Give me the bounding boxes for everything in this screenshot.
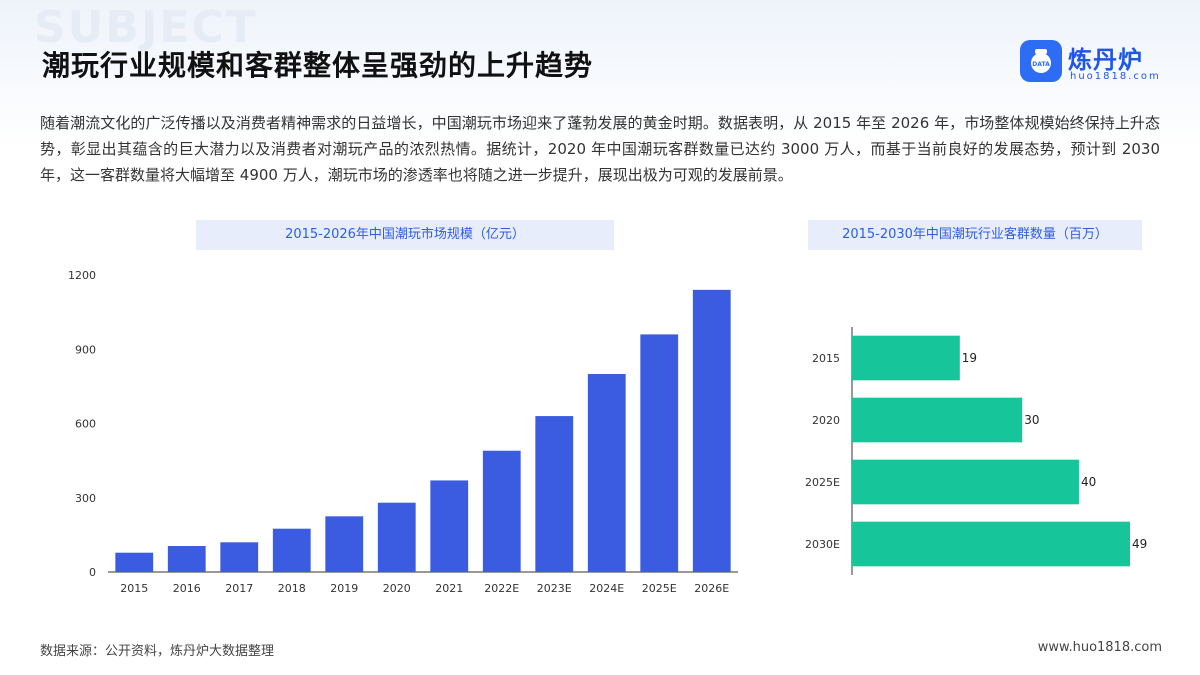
- logo-name: 炼丹炉: [1068, 46, 1143, 74]
- bar-value-label: 40: [1081, 475, 1096, 489]
- logo-badge-text: DATA: [1032, 61, 1050, 68]
- bar-value-label: 49: [1132, 537, 1147, 551]
- y-tick-label: 2020: [812, 414, 840, 427]
- x-tick-label: 2015: [120, 582, 148, 595]
- market-size-bar: [430, 480, 469, 572]
- y-tick-label: 300: [75, 492, 96, 505]
- market-size-bar: [640, 334, 679, 572]
- x-tick-label: 2022E: [484, 582, 519, 595]
- website-link[interactable]: www.huo1818.com: [1037, 640, 1162, 655]
- y-tick-label: 2025E: [805, 476, 840, 489]
- brand-logo[interactable]: DATA 炼丹炉 huo1818.com: [1020, 40, 1170, 86]
- bar-value-label: 30: [1024, 413, 1039, 427]
- customer-count-bar: [852, 397, 1023, 443]
- y-tick-label: 900: [75, 343, 96, 356]
- x-tick-label: 2024E: [589, 582, 624, 595]
- y-tick-label: 0: [89, 566, 96, 579]
- x-tick-label: 2021: [435, 582, 463, 595]
- background-watermark-word: SUBJECT: [34, 2, 258, 53]
- y-tick-label: 2030E: [805, 538, 840, 551]
- market-size-bar: [692, 289, 731, 572]
- x-tick-label: 2026E: [694, 582, 729, 595]
- y-tick-label: 2015: [812, 352, 840, 365]
- market-size-chart-title: 2015-2026年中国潮玩市场规模（亿元）: [196, 220, 614, 250]
- market-size-bar: [482, 450, 521, 572]
- market-size-bar: [167, 546, 206, 572]
- y-tick-label: 1200: [68, 269, 96, 282]
- x-tick-label: 2019: [330, 582, 358, 595]
- customer-count-bar: [852, 335, 960, 381]
- y-tick-label: 600: [75, 418, 96, 431]
- market-size-bar: [535, 416, 574, 572]
- cauldron-icon: DATA: [1020, 40, 1062, 82]
- market-size-bar: [220, 542, 259, 572]
- customer-count-bar-chart: 2015 19 2020 30 2025E 40 2030E 49: [805, 327, 1147, 575]
- x-tick-label: 2016: [173, 582, 201, 595]
- x-tick-label: 2023E: [537, 582, 572, 595]
- x-tick-label: 2020: [383, 582, 411, 595]
- x-tick-label: 2017: [225, 582, 253, 595]
- x-tick-label: 2018: [278, 582, 306, 595]
- intro-paragraph: 随着潮流文化的广泛传播以及消费者精神需求的日益增长，中国潮玩市场迎来了蓬勃发展的…: [40, 114, 1160, 184]
- market-size-bar: [325, 516, 364, 572]
- customer-count-chart-title: 2015-2030年中国潮玩行业客群数量（百万）: [808, 220, 1142, 250]
- bar-value-label: 19: [962, 351, 977, 365]
- customer-count-bar: [852, 459, 1079, 505]
- market-size-bar: [115, 552, 154, 572]
- market-size-bar: [377, 502, 416, 572]
- market-size-bar: [272, 528, 311, 572]
- data-source: 数据来源：公开资料，炼丹炉大数据整理: [40, 644, 275, 659]
- page-title: 潮玩行业规模和客群整体呈强劲的上升趋势: [42, 49, 594, 82]
- customer-count-bar: [852, 521, 1130, 567]
- logo-url: huo1818.com: [1070, 71, 1161, 82]
- x-tick-label: 2025E: [642, 582, 677, 595]
- market-size-bar-chart: 0 300 600 900 1200 2015 2016 2017 2018 2019 2020 20…: [68, 269, 738, 595]
- market-size-bar: [587, 374, 626, 572]
